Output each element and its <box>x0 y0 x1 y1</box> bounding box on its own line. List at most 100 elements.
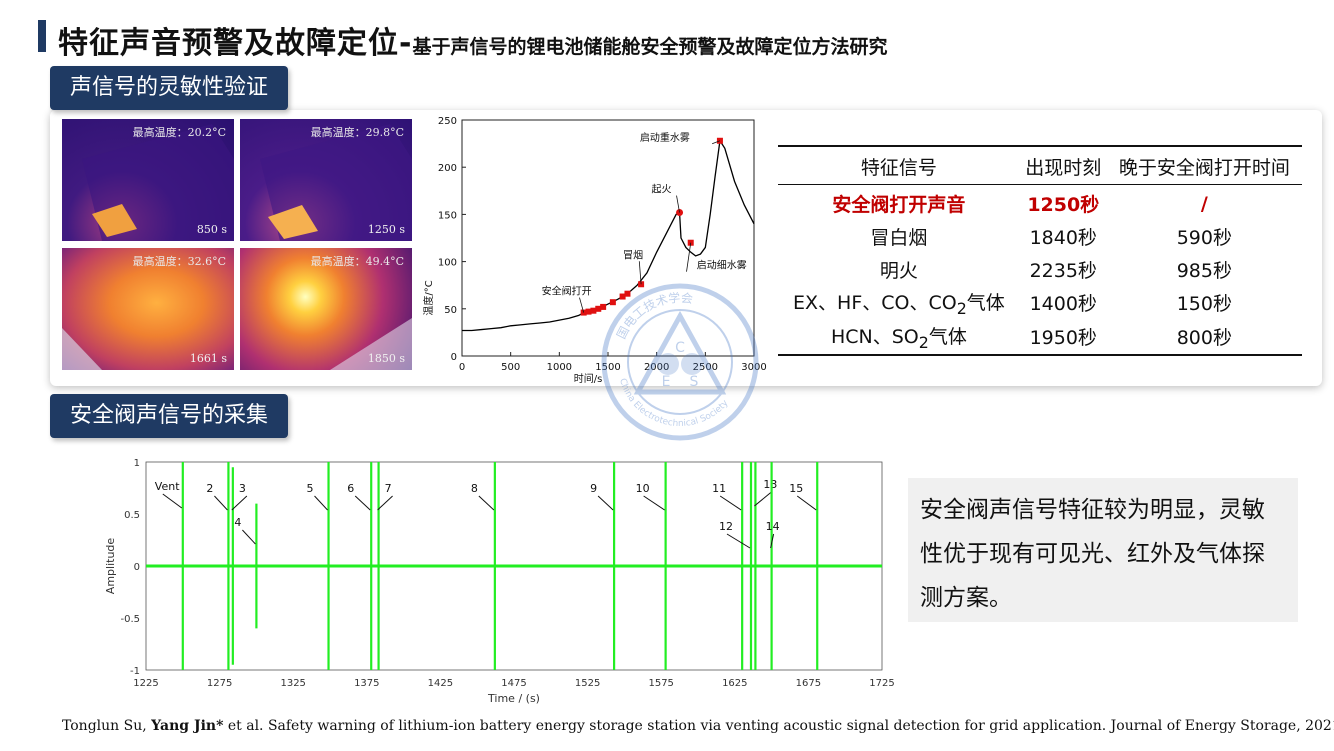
spike-arrow <box>314 495 328 511</box>
section-tag-collection: 安全阀声信号的采集 <box>50 394 289 438</box>
spike-label: 10 <box>636 482 650 495</box>
spike-arrow <box>770 533 775 549</box>
table-row: 冒白烟 1840秒 590秒 <box>778 220 1302 253</box>
table-cell: / <box>1200 192 1208 215</box>
marker-leader <box>579 297 585 313</box>
table-header: 特征信号 <box>778 145 1020 185</box>
y-tick-label: 150 <box>438 210 457 221</box>
marker-leader <box>638 261 642 285</box>
marker-leader <box>686 242 692 272</box>
citation: Tonglun Su, Yang Jin* et al. Safety warn… <box>62 718 1334 734</box>
marker-leader <box>711 140 721 145</box>
y-tick-label: 0 <box>134 562 140 573</box>
thermal-image-1250: 最高温度：29.8°C 1250 s <box>240 119 412 241</box>
table-cell: 985秒 <box>1176 260 1232 282</box>
page-title-sub: 基于声信号的锂电池储能舱安全预警及故障定位方法研究 <box>412 36 888 58</box>
watermark-letter: S <box>690 374 699 390</box>
table-row: 明火 2235秒 985秒 <box>778 253 1302 286</box>
x-tick-label: 500 <box>501 362 520 373</box>
thermal-image-1850: 最高温度：49.4°C 1850 s <box>240 248 412 370</box>
table-cell: EX、HF、CO、CO2气体 <box>778 286 1020 320</box>
event-label: 冒烟 <box>623 248 643 261</box>
event-marker <box>590 307 597 314</box>
page-title: 特征声音预警及故障定位-基于声信号的锂电池储能舱安全预警及故障定位方法研究 <box>58 18 887 62</box>
temperature-chart: 0 500 1000 1500 2000 2500 3000 0 50 100 150 200 250 时… <box>422 116 767 384</box>
spike-arrow <box>643 495 665 511</box>
x-tick-label: 1425 <box>428 678 453 689</box>
thermal-time: 1661 s <box>189 352 227 365</box>
y-tick-label: 0 <box>451 352 457 363</box>
x-tick-label: 1575 <box>648 678 673 689</box>
y-tick-label: 100 <box>438 258 457 269</box>
temperature-line <box>462 138 755 332</box>
thermal-caption: 最高温度：49.4°C <box>310 255 404 268</box>
table-header-row: 特征信号 出现时刻 晚于安全阀打开时间 <box>778 145 1302 185</box>
x-tick-label: 1225 <box>133 678 158 689</box>
spike-label: 9 <box>590 482 597 495</box>
table-cell: 明火 <box>879 260 918 282</box>
citation-rest: et al. Safety warning of lithium-ion bat… <box>223 718 1334 734</box>
spike-arrow <box>478 495 495 511</box>
y-axis-label: 温度/°C <box>422 280 435 315</box>
y-tick-label: -0.5 <box>120 614 140 625</box>
thermal-image-1661: 最高温度：32.6°C 1661 s <box>62 248 234 370</box>
table-header: 晚于安全阀打开时间 <box>1106 145 1302 185</box>
spike-arrow <box>726 533 751 549</box>
watermark-inner-ring <box>627 309 733 415</box>
event-label: 启动细水雾 <box>697 259 747 272</box>
table-row: EX、HF、CO、CO2气体 1400秒 150秒 <box>778 286 1302 320</box>
table-cell: 1250秒 <box>1027 194 1100 216</box>
spike-label: 4 <box>234 516 241 529</box>
feature-signal-table: 特征信号 出现时刻 晚于安全阀打开时间 安全阀打开声音 1250秒 / 冒白烟 … <box>778 145 1302 356</box>
table-cell: 1950秒 <box>1019 319 1107 356</box>
spike-arrow <box>597 495 614 511</box>
formula-pre: EX、HF、CO、CO <box>793 292 957 314</box>
table-header: 出现时刻 <box>1019 145 1107 185</box>
thermal-time: 850 s <box>196 223 227 236</box>
event-label: 起火 <box>652 184 672 196</box>
table-cell: 800秒 <box>1106 319 1302 356</box>
thermal-image-850: 最高温度：20.2°C 850 s <box>62 119 234 241</box>
table-cell: 1840秒 <box>1029 227 1097 249</box>
watermark-dot <box>657 353 679 375</box>
event-marker <box>600 303 607 310</box>
formula-post: 气体 <box>966 292 1005 314</box>
table-cell: 590秒 <box>1176 227 1232 249</box>
x-axis-label: 时间/s <box>574 372 603 384</box>
thermal-caption: 最高温度：32.6°C <box>132 255 226 268</box>
spike-label: 6 <box>347 482 354 495</box>
event-marker <box>619 293 626 300</box>
marker-leader <box>676 195 680 213</box>
x-tick-label: 2500 <box>693 362 718 373</box>
x-tick-label: 1675 <box>796 678 821 689</box>
conclusion-note: 安全阀声信号特征较为明显，灵敏性优于现有可见光、红外及气体探测方案。 <box>908 478 1298 622</box>
x-tick-label: 2000 <box>644 362 669 373</box>
formula-pre: HCN、SO <box>830 325 919 348</box>
spike-arrow <box>214 495 228 511</box>
spike-label: 13 <box>763 478 777 491</box>
event-marker <box>585 308 592 315</box>
watermark-triangle <box>633 310 727 395</box>
table-cell: 2235秒 <box>1029 260 1097 282</box>
plot-frame <box>461 119 755 357</box>
y-tick-label: 50 <box>444 305 457 316</box>
page-title-main: 特征声音预警及故障定位- <box>58 26 413 61</box>
watermark-dot <box>681 353 703 375</box>
x-tick-label: 1475 <box>501 678 526 689</box>
thermal-caption: 最高温度：20.2°C <box>132 126 226 139</box>
spike-label: 5 <box>307 482 314 495</box>
spike-label: 2 <box>206 482 213 495</box>
spike-arrow <box>354 495 371 511</box>
spike-arrow <box>377 495 393 511</box>
event-marker <box>624 290 631 297</box>
y-tick-label: -1 <box>130 666 140 677</box>
thermal-caption: 最高温度：29.8°C <box>310 126 404 139</box>
table-cell: HCN、SO2气体 <box>778 319 1020 356</box>
x-tick-label: 3000 <box>741 362 766 373</box>
x-axis-label: Time / (s) <box>487 692 540 705</box>
table-cell: 冒白烟 <box>870 227 928 249</box>
y-tick-label: 200 <box>438 163 457 174</box>
x-tick-label: 1000 <box>547 362 572 373</box>
spike-label: 14 <box>766 520 780 533</box>
